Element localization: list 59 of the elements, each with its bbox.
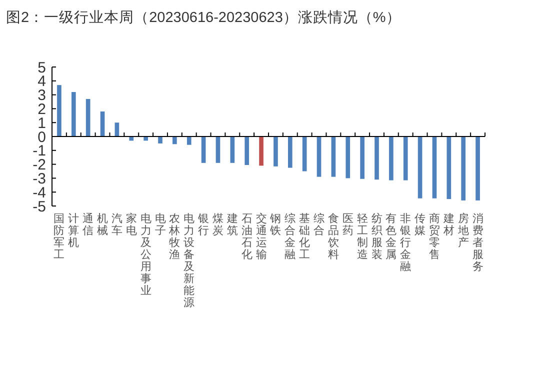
x-tick-label: 国防军工 bbox=[54, 213, 65, 261]
x-tick-label: 煤炭 bbox=[212, 213, 224, 237]
x-tick-label: 食品饮料 bbox=[326, 213, 339, 261]
x-tick-label: 房地产 bbox=[456, 212, 469, 249]
x-tick-label: 综合金融 bbox=[284, 212, 296, 261]
x-tick-label: 交通运输 bbox=[256, 212, 267, 261]
bar bbox=[403, 136, 408, 180]
bar bbox=[274, 136, 278, 166]
bar bbox=[186, 136, 192, 145]
x-tick-label: 商贸零售 bbox=[428, 212, 440, 261]
bar bbox=[216, 136, 220, 163]
bar bbox=[446, 136, 452, 200]
bar bbox=[244, 136, 250, 165]
x-tick-label: 农林牧渔 bbox=[168, 213, 180, 261]
x-tick-label: 有色金属 bbox=[386, 213, 397, 261]
bar bbox=[288, 136, 292, 168]
x-tick-label: 基础化工 bbox=[298, 212, 310, 261]
bar bbox=[389, 136, 394, 180]
bar bbox=[172, 136, 177, 144]
x-tick-label: 汽车 bbox=[111, 213, 122, 237]
bar bbox=[476, 136, 480, 200]
bar bbox=[316, 136, 322, 177]
x-tick-label: 家电 bbox=[126, 212, 137, 237]
bar bbox=[71, 92, 76, 136]
x-tick-label: 传媒 bbox=[414, 213, 426, 237]
x-tick-label: 电力设备及新能源 bbox=[184, 212, 195, 309]
bar bbox=[158, 136, 162, 144]
bar bbox=[86, 98, 90, 136]
x-tick-label: 电力及公用事业 bbox=[140, 212, 152, 297]
bar bbox=[100, 111, 105, 136]
bar bbox=[360, 136, 364, 179]
bar bbox=[374, 136, 379, 180]
x-tick-label: 银行 bbox=[197, 213, 210, 237]
x-tick-label: 计算机 bbox=[68, 212, 80, 249]
x-tick-label: 消费者服务 bbox=[472, 212, 484, 273]
bar bbox=[57, 85, 62, 136]
chart-title: 图2：一级行业本周（20230616-20230623）涨跌情况（%） bbox=[6, 9, 401, 26]
bar bbox=[418, 136, 422, 198]
bar bbox=[201, 136, 206, 163]
bar bbox=[461, 136, 466, 200]
bar bbox=[346, 136, 350, 178]
x-tick-label: 电子 bbox=[154, 212, 166, 237]
x-tick-label: 机械 bbox=[97, 213, 108, 237]
bar bbox=[331, 136, 336, 177]
bar bbox=[230, 136, 235, 163]
x-tick-label: 建筑 bbox=[226, 212, 238, 237]
x-tick-label: 钢铁 bbox=[269, 213, 282, 237]
bar bbox=[432, 136, 437, 198]
x-tick-label: 医药 bbox=[342, 213, 354, 237]
x-tick-label: 非银行金融 bbox=[399, 212, 412, 273]
x-tick-label: 纺织服装 bbox=[371, 212, 382, 261]
bar bbox=[114, 122, 120, 136]
x-tick-label: 石油石化 bbox=[241, 213, 252, 261]
x-tick-label: 轻工制造 bbox=[356, 213, 368, 261]
bar bbox=[302, 136, 307, 172]
x-tick-label: 综合 bbox=[314, 212, 325, 237]
x-tick-label: 通信 bbox=[82, 212, 94, 237]
x-tick-label: 建材 bbox=[442, 212, 454, 237]
bar bbox=[259, 136, 264, 166]
